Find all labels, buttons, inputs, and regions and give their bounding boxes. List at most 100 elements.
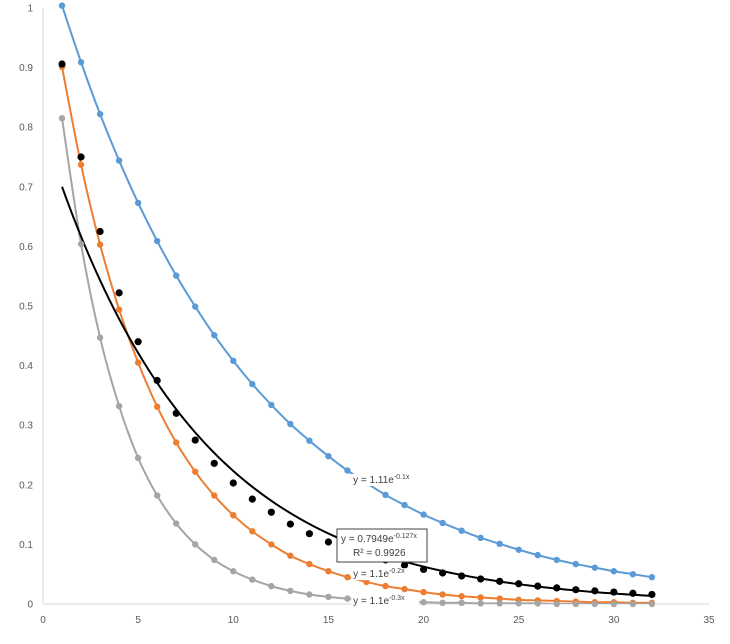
data-point-s0 bbox=[268, 401, 275, 409]
data-point-s2 bbox=[610, 600, 618, 608]
blue-equation-label-bg bbox=[351, 474, 420, 487]
data-point-s3 bbox=[267, 508, 275, 516]
data-point-s0 bbox=[610, 568, 618, 575]
data-point-s2 bbox=[591, 600, 599, 608]
data-point-s2 bbox=[496, 600, 503, 607]
data-point-s3 bbox=[496, 577, 504, 585]
y-tick-label: 0.9 bbox=[19, 63, 33, 74]
data-point-s2 bbox=[249, 576, 256, 583]
data-point-s0 bbox=[401, 501, 408, 509]
y-tick-label: 0.1 bbox=[19, 540, 33, 551]
data-point-s1 bbox=[420, 588, 427, 596]
trendline-r-squared: R² = 0.9926 bbox=[353, 548, 406, 559]
data-point-s2 bbox=[553, 600, 560, 608]
data-point-s3 bbox=[96, 227, 104, 236]
data-point-s3 bbox=[305, 530, 313, 538]
data-point-s0 bbox=[515, 546, 522, 553]
series-line-1 bbox=[61, 66, 652, 604]
data-point-s2 bbox=[153, 492, 161, 499]
data-point-s3 bbox=[210, 459, 218, 467]
data-point-s3 bbox=[572, 586, 580, 594]
data-point-s3 bbox=[115, 289, 123, 297]
data-point-s1 bbox=[77, 161, 85, 168]
x-tick-label: 10 bbox=[228, 615, 240, 626]
gray-equation-label-bg bbox=[351, 595, 420, 607]
y-tick-label: 0.6 bbox=[19, 242, 33, 253]
data-point-s1 bbox=[96, 241, 104, 248]
data-point-s0 bbox=[306, 437, 313, 444]
axes bbox=[42, 8, 709, 605]
data-point-s1 bbox=[211, 492, 218, 499]
data-point-s2 bbox=[115, 402, 123, 410]
data-point-s0 bbox=[648, 573, 656, 581]
data-point-s0 bbox=[192, 303, 199, 310]
y-tick-label: 0 bbox=[27, 600, 33, 611]
data-point-s2 bbox=[58, 115, 66, 122]
data-point-s1 bbox=[230, 511, 237, 519]
data-point-s1 bbox=[192, 468, 199, 475]
annotations: y = 1.11e-0.1x y = 1.1e-0.2x y = 1.1e-0.3x… bbox=[336, 474, 428, 607]
data-point-s1 bbox=[344, 573, 351, 581]
y-tick-label: 0.8 bbox=[19, 123, 33, 134]
data-point-s2 bbox=[515, 600, 522, 607]
data-point-s1 bbox=[363, 578, 370, 586]
data-point-s2 bbox=[325, 593, 332, 601]
data-point-s1 bbox=[477, 594, 484, 601]
data-point-s3 bbox=[191, 436, 199, 444]
y-tick-label: 0.4 bbox=[19, 361, 33, 372]
y-tick-label: 0.5 bbox=[19, 302, 33, 313]
data-point-s2 bbox=[439, 599, 446, 607]
data-point-s2 bbox=[344, 595, 351, 602]
data-point-s3 bbox=[400, 561, 409, 569]
data-point-s1 bbox=[382, 582, 389, 590]
data-point-s0 bbox=[58, 2, 66, 9]
orange-equation-label-bg bbox=[351, 568, 420, 581]
data-point-s2 bbox=[77, 240, 85, 248]
data-point-s3 bbox=[77, 153, 85, 161]
x-tick-label: 5 bbox=[135, 615, 141, 626]
gray-equation-label: y = 1.1e-0.3x bbox=[353, 595, 405, 607]
data-point-s3 bbox=[591, 587, 599, 595]
data-point-s3 bbox=[458, 572, 466, 580]
data-point-s3 bbox=[229, 479, 237, 487]
data-point-s2 bbox=[173, 520, 180, 527]
data-point-s2 bbox=[268, 582, 275, 590]
y-tick-label: 0.3 bbox=[19, 421, 33, 432]
x-tick-label: 35 bbox=[703, 615, 715, 626]
data-point-s3 bbox=[648, 590, 656, 599]
data-point-s0 bbox=[344, 467, 351, 474]
y-tick-label: 0.2 bbox=[19, 480, 33, 491]
data-point-s3 bbox=[134, 338, 142, 346]
data-point-s3 bbox=[324, 538, 333, 546]
data-point-s1 bbox=[458, 593, 465, 600]
data-point-s3 bbox=[286, 520, 294, 528]
data-point-s3 bbox=[515, 580, 523, 588]
data-point-s2 bbox=[134, 454, 142, 462]
data-point-s1 bbox=[173, 439, 180, 446]
data-point-s0 bbox=[153, 237, 161, 245]
data-point-s1 bbox=[401, 585, 408, 593]
data-point-s1 bbox=[325, 568, 332, 575]
data-point-s3 bbox=[172, 409, 180, 417]
data-point-s2 bbox=[534, 600, 541, 607]
data-point-s0 bbox=[287, 420, 294, 428]
data-point-s3 bbox=[248, 495, 256, 503]
data-point-s1 bbox=[287, 552, 294, 559]
data-point-s2 bbox=[230, 568, 237, 575]
data-point-s2 bbox=[648, 600, 656, 608]
x-tick-label: 30 bbox=[608, 615, 620, 626]
trendline-label-box bbox=[336, 528, 428, 563]
data-point-s2 bbox=[192, 541, 199, 548]
y-tick-label: 1 bbox=[27, 4, 33, 15]
data-point-s0 bbox=[477, 534, 484, 542]
data-point-s0 bbox=[325, 452, 332, 460]
data-point-s0 bbox=[230, 357, 237, 365]
data-point-s1 bbox=[496, 595, 503, 602]
data-point-s0 bbox=[134, 199, 142, 207]
data-point-s0 bbox=[173, 272, 180, 279]
data-point-s3 bbox=[58, 60, 66, 68]
data-point-s0 bbox=[249, 380, 256, 388]
data-point-s0 bbox=[77, 59, 85, 66]
data-point-s0 bbox=[96, 110, 104, 118]
